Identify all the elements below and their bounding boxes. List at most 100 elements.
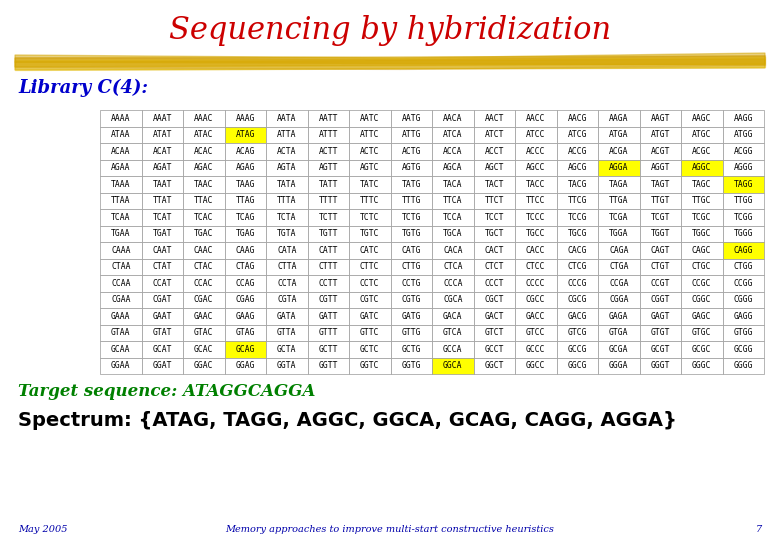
Bar bbox=[307, 341, 349, 357]
Bar bbox=[722, 126, 764, 143]
Bar bbox=[473, 357, 515, 374]
Text: TCGG: TCGG bbox=[733, 213, 753, 222]
Bar bbox=[432, 110, 473, 126]
Text: GTAG: GTAG bbox=[236, 328, 255, 338]
Text: GGTC: GGTC bbox=[360, 361, 380, 370]
Text: AAAG: AAAG bbox=[236, 114, 255, 123]
Bar bbox=[473, 292, 515, 308]
Text: GTGT: GTGT bbox=[651, 328, 670, 338]
Text: Memory approaches to improve multi-start constructive heuristics: Memory approaches to improve multi-start… bbox=[225, 525, 555, 535]
Bar bbox=[141, 341, 183, 357]
Text: ACCG: ACCG bbox=[568, 147, 587, 156]
Bar bbox=[640, 209, 681, 226]
Bar bbox=[640, 259, 681, 275]
Text: AGAC: AGAC bbox=[194, 163, 214, 172]
Text: CAAC: CAAC bbox=[194, 246, 214, 255]
Text: CCAA: CCAA bbox=[111, 279, 130, 288]
Bar bbox=[391, 357, 432, 374]
Text: GTCT: GTCT bbox=[484, 328, 504, 338]
Text: CCCG: CCCG bbox=[568, 279, 587, 288]
Text: AAAC: AAAC bbox=[194, 114, 214, 123]
Text: AAAA: AAAA bbox=[111, 114, 130, 123]
Text: ACGG: ACGG bbox=[733, 147, 753, 156]
Bar bbox=[432, 176, 473, 192]
Text: GGGT: GGGT bbox=[651, 361, 670, 370]
Bar bbox=[473, 341, 515, 357]
Bar bbox=[598, 126, 640, 143]
Text: TGCA: TGCA bbox=[443, 230, 463, 238]
Text: ACAA: ACAA bbox=[111, 147, 130, 156]
Bar bbox=[141, 126, 183, 143]
Text: TTCT: TTCT bbox=[484, 196, 504, 205]
Text: CGTG: CGTG bbox=[402, 295, 421, 304]
Text: AGGA: AGGA bbox=[609, 163, 629, 172]
Text: GATA: GATA bbox=[277, 312, 296, 321]
Text: CGAT: CGAT bbox=[153, 295, 172, 304]
Text: TGCT: TGCT bbox=[484, 230, 504, 238]
Text: TCCC: TCCC bbox=[526, 213, 545, 222]
Bar bbox=[432, 275, 473, 292]
Text: ATCC: ATCC bbox=[526, 130, 545, 139]
Bar bbox=[349, 110, 391, 126]
Text: TCAT: TCAT bbox=[153, 213, 172, 222]
Text: TCCT: TCCT bbox=[484, 213, 504, 222]
Bar bbox=[100, 357, 141, 374]
Bar bbox=[141, 242, 183, 259]
Bar bbox=[100, 275, 141, 292]
Text: ATCT: ATCT bbox=[484, 130, 504, 139]
Text: GTGA: GTGA bbox=[609, 328, 629, 338]
Text: GTTC: GTTC bbox=[360, 328, 380, 338]
Text: TTCC: TTCC bbox=[526, 196, 545, 205]
Bar bbox=[640, 341, 681, 357]
Text: CGGC: CGGC bbox=[692, 295, 711, 304]
Bar bbox=[183, 192, 225, 209]
Text: TGCG: TGCG bbox=[568, 230, 587, 238]
Bar bbox=[141, 308, 183, 325]
Bar bbox=[515, 176, 556, 192]
Bar bbox=[598, 110, 640, 126]
Bar bbox=[432, 292, 473, 308]
Text: CTCA: CTCA bbox=[443, 262, 463, 271]
Bar bbox=[722, 341, 764, 357]
Bar bbox=[640, 110, 681, 126]
Text: ACCC: ACCC bbox=[526, 147, 545, 156]
Bar bbox=[141, 259, 183, 275]
Text: CGCG: CGCG bbox=[568, 295, 587, 304]
Bar bbox=[225, 357, 266, 374]
Text: GCAT: GCAT bbox=[153, 345, 172, 354]
Text: GGCC: GGCC bbox=[526, 361, 545, 370]
Text: TGTT: TGTT bbox=[318, 230, 338, 238]
Bar bbox=[100, 292, 141, 308]
Bar bbox=[681, 110, 722, 126]
Text: CGGG: CGGG bbox=[733, 295, 753, 304]
Bar bbox=[681, 275, 722, 292]
Text: TGAT: TGAT bbox=[153, 230, 172, 238]
Text: TCGA: TCGA bbox=[609, 213, 629, 222]
Bar bbox=[349, 292, 391, 308]
Bar bbox=[598, 209, 640, 226]
Bar bbox=[307, 308, 349, 325]
Bar bbox=[556, 126, 598, 143]
Text: GCCC: GCCC bbox=[526, 345, 545, 354]
Text: TAAA: TAAA bbox=[111, 180, 130, 189]
Text: AGTG: AGTG bbox=[402, 163, 421, 172]
Text: GGTG: GGTG bbox=[402, 361, 421, 370]
Text: CGTC: CGTC bbox=[360, 295, 380, 304]
Bar bbox=[183, 341, 225, 357]
Bar bbox=[556, 357, 598, 374]
Bar bbox=[266, 110, 307, 126]
Text: TTTT: TTTT bbox=[318, 196, 338, 205]
Text: AAGA: AAGA bbox=[609, 114, 629, 123]
Bar bbox=[100, 192, 141, 209]
Text: CCAT: CCAT bbox=[153, 279, 172, 288]
Bar bbox=[473, 325, 515, 341]
Text: CGCT: CGCT bbox=[484, 295, 504, 304]
Bar bbox=[391, 242, 432, 259]
Bar bbox=[307, 126, 349, 143]
Bar bbox=[515, 226, 556, 242]
Bar bbox=[100, 341, 141, 357]
Text: GCGC: GCGC bbox=[692, 345, 711, 354]
Text: ACGC: ACGC bbox=[692, 147, 711, 156]
Text: ATGC: ATGC bbox=[692, 130, 711, 139]
Bar bbox=[681, 341, 722, 357]
